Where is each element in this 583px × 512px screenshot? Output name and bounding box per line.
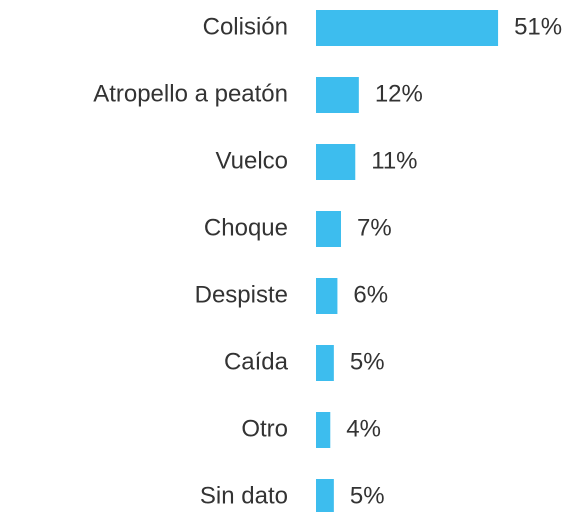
bar [316, 278, 338, 314]
value-label: 7% [357, 214, 392, 241]
bar [316, 144, 356, 180]
category-label: Despiste [195, 281, 288, 308]
category-label: Colisión [203, 13, 288, 40]
category-label: Choque [204, 214, 288, 241]
value-label: 11% [371, 147, 417, 174]
category-label: Otro [241, 415, 288, 442]
bar [316, 479, 334, 512]
value-label: 12% [375, 80, 423, 107]
category-label: Caída [224, 348, 289, 375]
value-label: 5% [350, 348, 385, 375]
category-label: Sin dato [200, 482, 288, 509]
bar [316, 211, 341, 247]
category-label: Atropello a peatón [93, 80, 288, 107]
bar [316, 412, 331, 448]
bar [316, 77, 359, 113]
value-label: 51% [514, 13, 562, 40]
value-label: 6% [353, 281, 388, 308]
value-label: 4% [346, 415, 381, 442]
bar [316, 345, 334, 381]
category-label: Vuelco [216, 147, 289, 174]
value-label: 5% [350, 482, 385, 509]
bar [316, 10, 499, 46]
